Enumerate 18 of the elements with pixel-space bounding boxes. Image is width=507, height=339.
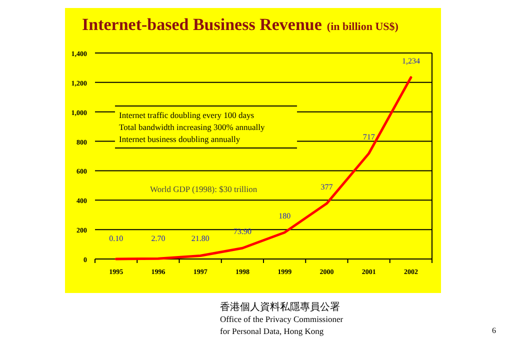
text: 6 [492,326,496,335]
text: 香港個人資料私隱專員公署 [220,301,340,313]
annotation: Internet traffic doubling every 100 days [119,110,254,120]
data-label: 717 [362,132,375,142]
data-label: 1,234 [402,56,420,66]
annotation: Internet business doubling annually [119,134,241,144]
data-label: 180 [278,212,291,221]
chart-subtitle: (in billion US$) [326,21,399,33]
data-label: 377 [320,182,333,192]
data-label: 0.10 [109,234,124,243]
text: Office of the Privacy Commissioner [220,314,344,324]
chart-title: Internet-based Business Revenue [82,15,322,34]
annotation: Total bandwidth increasing 300% annually [119,122,266,132]
data-label: 21.80 [191,234,210,243]
data-label: 73.90 [233,227,252,236]
annotation: World GDP (1998): $30 trillion [150,184,258,194]
text: for Personal Data, Hong Kong [220,326,324,336]
data-label: 2.70 [151,234,166,243]
